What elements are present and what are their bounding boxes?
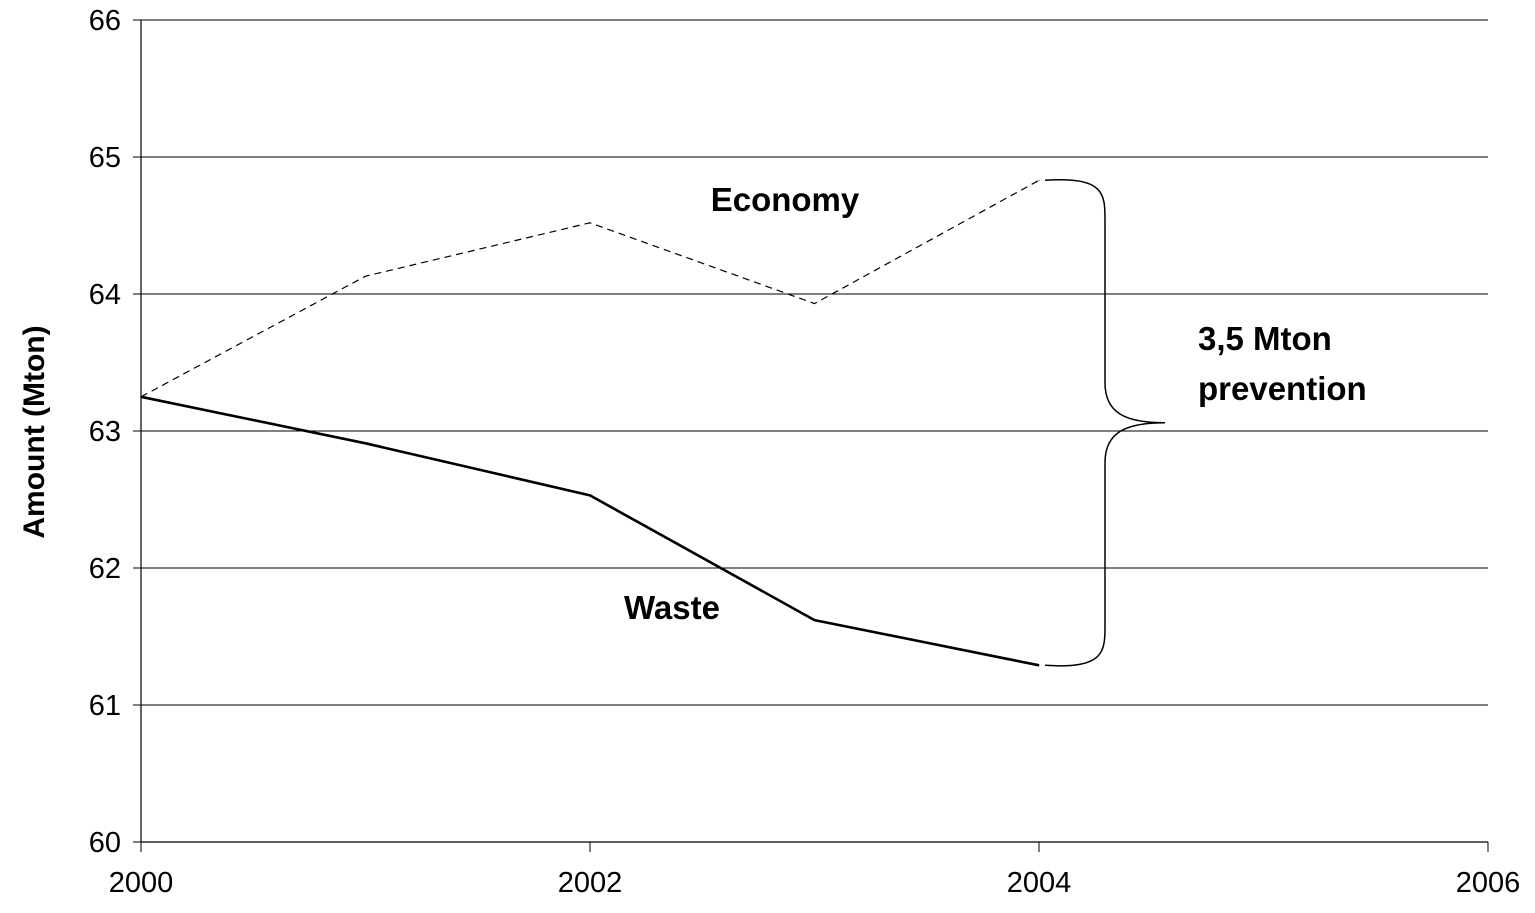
- data-point-economy: [1038, 179, 1040, 181]
- y-tick-label: 62: [89, 553, 121, 585]
- x-tick-label: 2006: [1456, 867, 1521, 899]
- x-tick-label: 2004: [1007, 867, 1072, 899]
- data-point-waste: [365, 442, 366, 444]
- bracket-label-line1: 3,5 Mton: [1198, 320, 1332, 357]
- y-tick-label: 64: [89, 279, 121, 311]
- brace-bracket: [1044, 178, 1166, 667]
- x-tick-labels: 2000 2002 2004 2006: [109, 867, 1521, 899]
- series-lines: [140, 179, 1040, 667]
- data-point-waste: [1038, 664, 1040, 666]
- series-label-economy: Economy: [711, 181, 860, 218]
- y-tick-label: 65: [89, 142, 121, 174]
- data-point-economy: [589, 222, 591, 224]
- series-line-economy: [140, 179, 1040, 398]
- series-line-waste: [140, 395, 1040, 667]
- annotations: Economy Waste 3,5 Mton prevention: [624, 178, 1367, 667]
- axes: [133, 19, 1489, 852]
- data-point-waste: [140, 396, 142, 398]
- y-axis-label: Amount (Mton): [18, 325, 51, 538]
- data-point-economy: [814, 303, 815, 305]
- y-tick-labels: 60 61 62 63 64 65 66: [89, 5, 121, 859]
- x-tick-label: 2002: [558, 867, 623, 899]
- data-point-economy: [365, 275, 366, 277]
- x-tick-label: 2000: [109, 867, 174, 899]
- y-tick-label: 66: [89, 5, 121, 37]
- series-label-waste: Waste: [624, 589, 720, 626]
- data-point-waste: [814, 619, 815, 621]
- bracket-label-line2: prevention: [1198, 370, 1367, 407]
- y-tick-label: 61: [89, 690, 121, 722]
- y-tick-label: 60: [89, 827, 121, 859]
- data-point-waste: [589, 494, 591, 496]
- y-tick-label: 63: [89, 416, 121, 448]
- gridlines: [141, 19, 1488, 706]
